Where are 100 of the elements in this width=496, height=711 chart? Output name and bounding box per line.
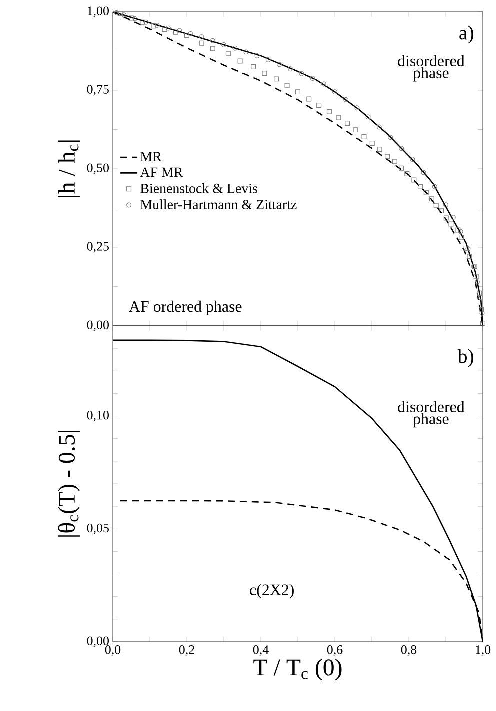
point — [366, 114, 371, 120]
point — [353, 128, 358, 133]
point — [376, 124, 382, 130]
point — [254, 53, 260, 58]
legend-label: AF MR — [140, 168, 184, 178]
annotation: a) — [460, 26, 474, 44]
point — [151, 24, 156, 29]
point — [188, 31, 194, 36]
point — [432, 184, 438, 190]
point — [424, 190, 429, 196]
point — [399, 146, 404, 152]
point — [310, 76, 316, 82]
y-tick-label: 1,00 — [88, 6, 109, 18]
legend-label: Bienenstock & Levis — [140, 184, 258, 194]
point — [480, 320, 486, 326]
point — [466, 246, 471, 252]
annotation: AF ordered phase — [129, 300, 242, 316]
point — [418, 184, 423, 190]
point — [362, 134, 367, 140]
y-tick-label: 0,25 — [87, 242, 109, 253]
y-tick-label: 0,00 — [87, 636, 109, 648]
point — [166, 26, 171, 31]
x-tick-label: 1,0 — [476, 646, 491, 656]
point — [177, 28, 182, 34]
point — [444, 202, 448, 208]
point — [456, 228, 461, 233]
point — [410, 157, 416, 162]
point — [399, 166, 404, 171]
point — [122, 12, 127, 18]
point — [199, 40, 204, 46]
point — [288, 66, 294, 72]
point — [199, 34, 204, 40]
point — [385, 154, 390, 160]
point — [277, 62, 282, 68]
legend-label: Muller-Hartmann & Zittartz — [140, 200, 297, 210]
point — [244, 50, 249, 55]
point — [429, 196, 434, 202]
point — [434, 203, 439, 208]
point — [370, 141, 375, 146]
point — [162, 27, 168, 32]
point — [412, 178, 417, 183]
point — [210, 38, 216, 44]
point — [129, 16, 134, 21]
y-tick-label: 0,75 — [87, 85, 109, 96]
x-tick-label: 0,8 — [401, 646, 417, 656]
legend-label: MR — [140, 152, 162, 162]
point — [306, 96, 312, 102]
point — [450, 215, 456, 220]
point — [144, 20, 149, 25]
point — [299, 71, 304, 76]
y-tick-label: 0,50 — [87, 164, 109, 174]
point — [421, 170, 426, 176]
point — [458, 229, 464, 234]
point — [444, 216, 449, 221]
y-tick-label: 0,00 — [87, 320, 109, 332]
y-tick-label: 0,10 — [87, 410, 109, 422]
point — [274, 76, 280, 82]
point — [184, 33, 190, 38]
x-tick-label: 0,0 — [105, 646, 121, 656]
point — [210, 46, 216, 52]
y-axis-title: |h / h$_{c}$| — [58, 140, 80, 198]
point — [479, 307, 484, 312]
point — [459, 234, 464, 240]
point — [480, 310, 485, 316]
point — [392, 159, 398, 164]
point — [332, 90, 338, 95]
x-axis-title: T / T$_{c}$ (0) — [254, 658, 342, 681]
point — [118, 11, 123, 16]
annotation: b) — [458, 349, 474, 368]
point — [336, 115, 342, 120]
point — [344, 97, 349, 102]
y-axis-title: |θ$_{c}$(T) - 0.5| — [58, 431, 80, 537]
point — [262, 71, 268, 76]
point — [474, 274, 479, 280]
point — [266, 58, 271, 63]
point — [345, 120, 350, 126]
point — [478, 295, 483, 300]
point — [404, 172, 410, 177]
point — [222, 42, 226, 48]
point — [232, 46, 238, 51]
x-tick-label: 0,2 — [179, 646, 194, 656]
point — [173, 30, 178, 35]
point — [132, 16, 138, 22]
point — [154, 23, 160, 28]
point — [296, 90, 300, 95]
annotation: disordered phase — [398, 55, 465, 82]
point — [439, 208, 444, 214]
annotation: c(2X2) — [250, 584, 294, 599]
point — [226, 51, 231, 56]
y-tick-label: 0,05 — [87, 524, 109, 534]
annotation: disordered phase — [398, 401, 465, 428]
point — [326, 109, 332, 114]
point — [448, 222, 454, 227]
x-tick-label: 0,4 — [253, 646, 269, 656]
point — [284, 83, 290, 88]
point — [321, 82, 326, 87]
point — [388, 135, 393, 140]
point — [467, 254, 472, 260]
point — [464, 246, 469, 251]
point — [114, 10, 120, 16]
